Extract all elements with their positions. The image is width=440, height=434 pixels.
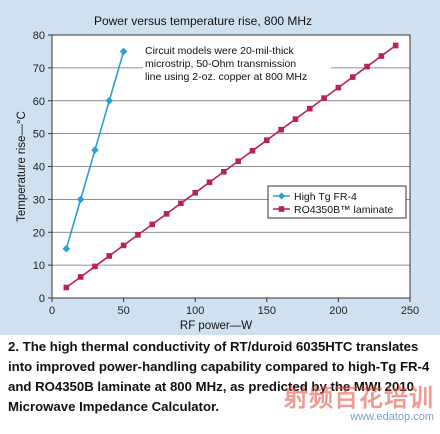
data-point: [77, 274, 84, 280]
y-tick-label: 50: [33, 129, 45, 141]
data-point: [149, 221, 156, 228]
data-point: [321, 95, 327, 101]
legend-label: High Tg FR-4: [294, 191, 357, 203]
data-point: [192, 190, 198, 196]
data-point: [105, 96, 114, 105]
data-point: [163, 211, 170, 217]
data-point: [62, 244, 71, 253]
data-point: [106, 253, 113, 259]
y-tick-label: 60: [33, 96, 45, 108]
y-tick-label: 70: [33, 63, 45, 75]
data-point: [76, 195, 85, 204]
data-point: [119, 47, 128, 56]
data-point: [306, 105, 313, 112]
power-temperature-chart: 0 10 20 30 40 50 60 70 80 0 50 100 150 200 250 Power ve…: [16, 14, 419, 332]
legend-marker: [278, 206, 285, 212]
data-point: [335, 84, 342, 91]
y-tick-label: 80: [33, 30, 45, 42]
annotation-text: microstrip, 50-Ohm transmission: [145, 58, 296, 70]
data-point: [63, 284, 70, 291]
x-tick-label: 150: [258, 305, 276, 317]
x-tick-label: 200: [329, 305, 347, 317]
y-axis-label: Temperature rise—°C: [16, 111, 28, 222]
data-point: [392, 42, 399, 49]
data-point: [264, 137, 270, 143]
data-point: [92, 263, 98, 270]
data-point: [378, 53, 385, 59]
y-tick-label: 10: [33, 260, 45, 272]
data-point: [91, 146, 99, 154]
data-point: [292, 116, 299, 122]
data-point: [221, 168, 227, 175]
legend-label: RO4350B™ laminate: [294, 204, 393, 216]
x-axis-label: RF power—W: [180, 320, 252, 332]
data-point: [278, 126, 284, 133]
annotation-text: line using 2-oz. copper at 800 MHz: [145, 71, 307, 83]
y-tick-label: 30: [33, 194, 45, 206]
legend-marker: [278, 192, 285, 200]
data-point: [349, 74, 356, 80]
figure-caption: 2. The high thermal conductivity of RT/d…: [8, 339, 430, 414]
x-tick-label: 100: [186, 305, 204, 317]
x-tick-label: 50: [117, 305, 129, 317]
data-point: [135, 232, 141, 238]
data-point: [249, 147, 256, 154]
x-tick-label: 0: [49, 305, 55, 317]
y-tick-label: 0: [39, 293, 45, 305]
data-point: [120, 242, 127, 249]
y-tick-label: 40: [33, 162, 45, 174]
legend-box: [267, 185, 407, 219]
plot-frame: [51, 34, 411, 299]
data-point: [364, 63, 370, 70]
data-point: [235, 158, 241, 165]
data-point: [206, 179, 213, 186]
annotation-text: Circuit models were 20-mil-thick: [145, 45, 295, 57]
y-tick-label: 20: [33, 227, 45, 239]
annotation-background: [143, 44, 331, 85]
data-point: [178, 200, 184, 207]
x-tick-label: 250: [401, 305, 419, 317]
chart-title: Power versus temperature rise, 800 MHz: [94, 14, 312, 28]
